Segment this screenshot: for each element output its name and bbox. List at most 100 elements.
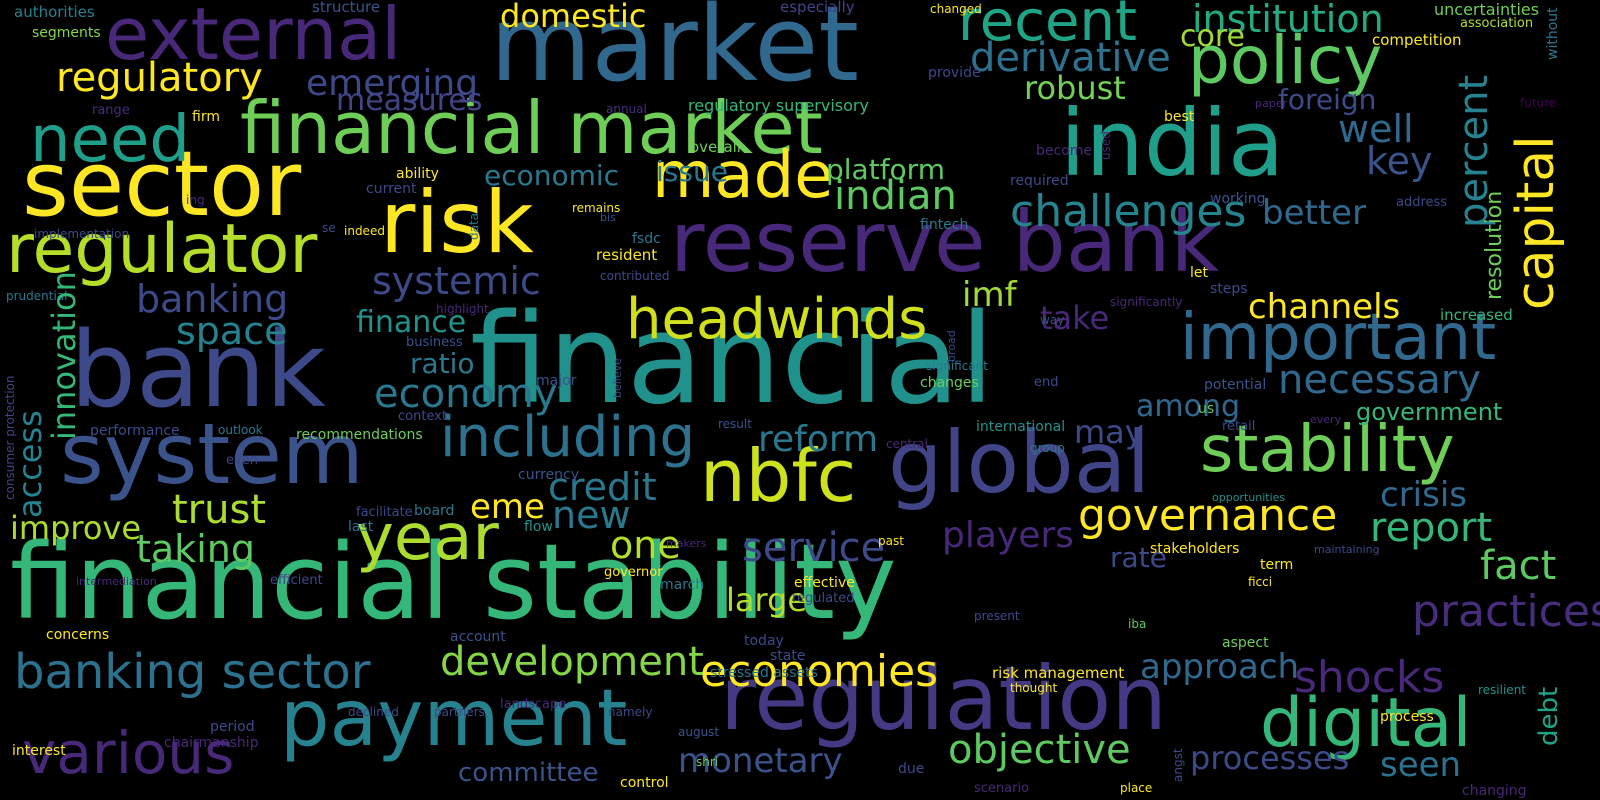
word: year — [356, 501, 499, 575]
word: emerging — [306, 63, 479, 104]
word: even — [226, 453, 258, 468]
word: firm — [192, 109, 220, 125]
word: data — [467, 212, 481, 240]
word: every — [1310, 413, 1342, 426]
word: significant — [926, 359, 988, 373]
word: prudential — [6, 289, 68, 303]
word: development — [440, 639, 704, 685]
word: aspect — [1222, 635, 1269, 651]
word: new — [552, 493, 631, 537]
word: believe — [611, 358, 624, 398]
word: used — [1099, 131, 1113, 160]
word: shocks — [1294, 652, 1445, 703]
word: effective — [794, 575, 855, 591]
word: channels — [1248, 287, 1401, 327]
word: improve — [10, 509, 142, 547]
word: makers — [666, 537, 707, 550]
word: core — [1180, 19, 1245, 54]
word: policy — [1188, 22, 1383, 99]
word: may — [1074, 413, 1144, 451]
word: innovation — [45, 271, 83, 440]
word: place — [1120, 781, 1153, 795]
word: past — [878, 534, 904, 548]
word: working — [1210, 191, 1266, 207]
word: domestic — [500, 0, 647, 35]
word: well — [1338, 107, 1414, 151]
word: currency — [518, 467, 579, 483]
word: landscape — [500, 697, 567, 712]
word: end — [1034, 375, 1059, 390]
word: recommendations — [296, 427, 423, 443]
word: potential — [1204, 377, 1267, 393]
word: seen — [1380, 745, 1462, 785]
word: finance — [356, 305, 467, 340]
word: trust — [172, 487, 267, 533]
word: without — [1545, 7, 1561, 60]
word: broad — [945, 330, 958, 362]
word: especially — [780, 0, 855, 16]
word: future — [1520, 96, 1557, 110]
word: reform — [758, 419, 879, 460]
word: provide — [928, 65, 981, 81]
word: changes — [920, 375, 979, 391]
word: interest — [12, 743, 66, 759]
word: steps — [1210, 281, 1248, 297]
word: risk — [380, 173, 534, 273]
word: committee — [458, 758, 599, 788]
word: rate — [1110, 541, 1167, 574]
word: economy — [374, 371, 558, 417]
word: approach — [1140, 647, 1300, 687]
word: shri — [696, 755, 719, 769]
word: become — [1036, 143, 1093, 159]
word: structure — [312, 0, 381, 16]
word: governance — [1078, 490, 1338, 541]
word: financial — [470, 288, 995, 432]
word: foreign — [1278, 83, 1377, 116]
word: major — [536, 373, 577, 389]
word: including — [440, 405, 696, 470]
word: economic — [484, 159, 620, 192]
word: large — [726, 581, 808, 619]
word: consumer protection — [3, 375, 17, 500]
word: changed — [930, 2, 982, 16]
word: bis — [600, 211, 616, 224]
word: necessary — [1278, 357, 1481, 403]
word: due — [898, 761, 925, 777]
word: monetary — [678, 741, 843, 781]
word: india — [1060, 90, 1285, 197]
word: context — [398, 409, 447, 424]
word: indeed — [344, 224, 385, 238]
word: service — [742, 525, 886, 571]
word: annual — [606, 102, 647, 116]
word: angst — [1171, 748, 1185, 782]
word: ficci — [1248, 575, 1273, 589]
word: increased — [1440, 306, 1513, 324]
word: partners — [434, 705, 485, 719]
word: credit — [548, 465, 657, 509]
word: term — [1260, 557, 1294, 573]
word: recent — [958, 0, 1137, 54]
word: overall — [690, 138, 741, 156]
word: robust — [1024, 69, 1126, 107]
word: current — [366, 181, 417, 197]
word: derivative — [970, 35, 1171, 81]
word: efficient — [270, 573, 323, 588]
word: economies — [700, 646, 939, 697]
word: account — [450, 629, 506, 645]
word: remains — [572, 201, 621, 215]
word: implementation — [34, 227, 130, 241]
word: contributed — [600, 269, 670, 283]
word: way — [1040, 313, 1065, 327]
word: best — [1164, 109, 1195, 125]
word: debt — [1534, 686, 1564, 746]
word: systemic — [372, 259, 541, 303]
word: players — [942, 515, 1074, 556]
word: range — [92, 103, 130, 118]
word: iba — [1128, 617, 1147, 631]
word: financial market — [240, 86, 823, 170]
word: address — [1396, 195, 1448, 210]
word: significantly — [1110, 295, 1183, 309]
word: banking — [136, 277, 289, 321]
word: taking — [136, 527, 255, 571]
